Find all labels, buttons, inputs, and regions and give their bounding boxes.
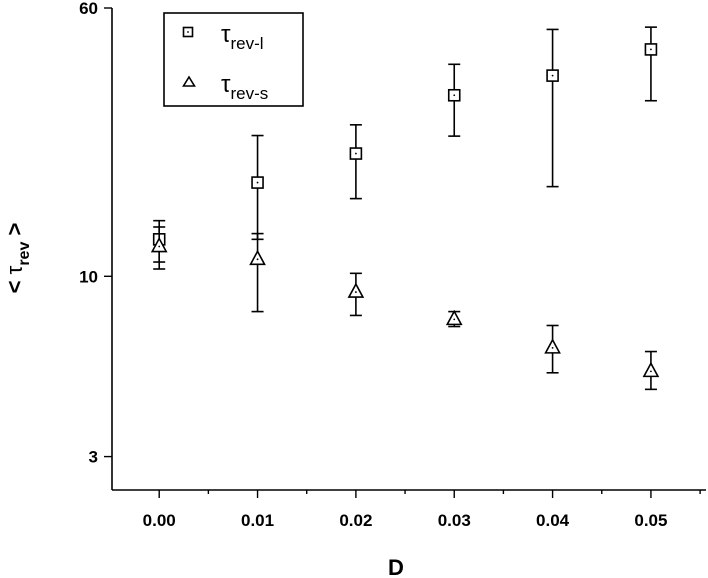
data-point-center xyxy=(551,74,554,77)
data-point-triangle xyxy=(347,282,365,298)
data-point-center xyxy=(453,318,456,321)
legend-label-square: τrev-l xyxy=(221,21,264,53)
y-axis-title-symbol: τ xyxy=(2,265,27,274)
y-tick-label: 10 xyxy=(79,267,98,286)
x-tick-label: 0.01 xyxy=(241,511,274,530)
data-point-triangle xyxy=(642,361,660,378)
legend-label-triangle-symbol: τ xyxy=(221,71,231,98)
x-tick-label: 0.03 xyxy=(438,511,471,530)
data-point-center xyxy=(650,48,652,51)
data-point-center xyxy=(354,152,357,155)
y-axis-title: < τrev > xyxy=(2,223,33,294)
y-axis-title-left: < xyxy=(2,274,27,293)
x-tick-label: 0.00 xyxy=(143,511,176,530)
legend-label-square-symbol: τ xyxy=(221,21,231,48)
data-point-center xyxy=(256,181,259,184)
data-point-center xyxy=(551,346,554,349)
legend-label-triangle-sub: rev-s xyxy=(230,84,268,103)
data-point-triangle xyxy=(150,236,168,253)
legend-label-triangle: τrev-s xyxy=(221,71,268,103)
series-triangle xyxy=(150,226,660,391)
data-point-center xyxy=(453,94,456,97)
legend-label-square-sub: rev-l xyxy=(230,34,263,53)
data-point-triangle xyxy=(249,249,266,266)
x-tick-label: 0.02 xyxy=(339,511,372,530)
data-point-center xyxy=(650,370,652,373)
y-axis-title-right: > xyxy=(2,223,27,242)
x-tick-label: 0.04 xyxy=(536,511,570,530)
x-axis-title: D xyxy=(388,555,404,578)
legend-marker-triangle xyxy=(182,75,196,87)
x-tick-label: 0.05 xyxy=(634,511,667,530)
data-point-center xyxy=(158,245,161,248)
data-point-triangle xyxy=(544,338,561,354)
series-layer xyxy=(150,26,660,391)
y-tick-label: 60 xyxy=(79,0,98,18)
y-axis-title-sub: rev xyxy=(16,242,33,266)
data-point-triangle xyxy=(445,309,463,326)
data-point-center xyxy=(354,291,357,293)
y-tick-label: 3 xyxy=(89,448,98,467)
legend-marker-square-dot xyxy=(187,31,189,33)
legend: τrev-l τrev-s xyxy=(163,12,304,107)
data-point-center xyxy=(256,258,259,261)
